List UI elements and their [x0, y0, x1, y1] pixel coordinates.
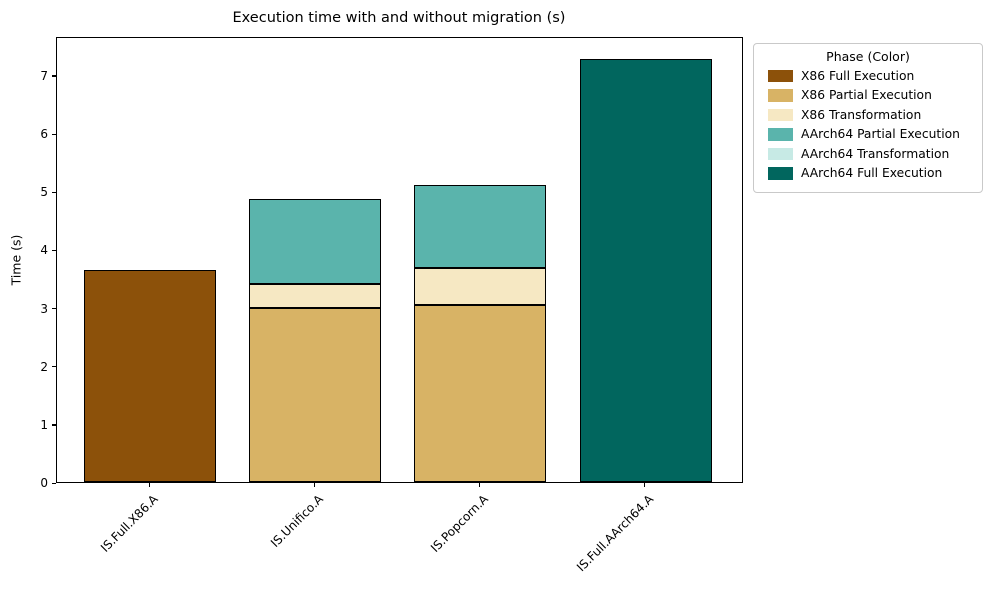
- x-tick-mark: [148, 483, 150, 487]
- legend-item: AArch64 Full Execution: [760, 164, 976, 184]
- legend-color-swatch: [768, 69, 793, 82]
- legend-item: X86 Partial Execution: [760, 86, 976, 106]
- legend-item: AArch64 Transformation: [760, 144, 976, 164]
- legend-items: X86 Full Execution X86 Partial Execution X…: [760, 66, 976, 183]
- legend-item-label: X86 Transformation: [801, 107, 922, 122]
- bar-segment: [414, 304, 547, 482]
- legend-item-label: AArch64 Partial Execution: [801, 127, 960, 142]
- legend: Phase (Color) X86 Full Execution X86 Part…: [753, 43, 983, 193]
- bar-segment: [249, 308, 382, 482]
- y-tick-label: 5: [40, 185, 48, 200]
- y-tick-mark: [52, 366, 56, 368]
- y-tick-mark: [52, 75, 56, 77]
- legend-color-swatch: [768, 89, 793, 102]
- bar-segment: [249, 198, 382, 285]
- legend-color-swatch: [768, 167, 793, 180]
- legend-color-swatch: [768, 108, 793, 121]
- legend-item-label: AArch64 Transformation: [801, 146, 950, 161]
- legend-item-label: X86 Partial Execution: [801, 88, 932, 103]
- legend-item-label: X86 Full Execution: [801, 68, 915, 83]
- plot-area: [56, 37, 743, 483]
- legend-item: X86 Transformation: [760, 105, 976, 125]
- bar-segment: [579, 58, 712, 482]
- y-tick-label: 0: [40, 476, 48, 490]
- y-tick-mark: [52, 249, 56, 252]
- legend-title: Phase (Color): [826, 49, 910, 64]
- chart-title: Execution time with and without migratio…: [232, 10, 566, 26]
- bar-segment: [84, 269, 217, 482]
- y-axis-label: Time (s): [8, 234, 24, 286]
- bar-segment: [414, 185, 547, 269]
- legend-color-swatch: [768, 147, 793, 160]
- bar-segment: [414, 268, 547, 305]
- x-tick-label: IS.Unifico.A: [268, 492, 327, 550]
- x-tick-label: IS.Full.AArch64.A: [574, 492, 657, 575]
- bar-segment: [249, 284, 382, 309]
- x-tick-label: IS.Full.X86.A: [98, 492, 162, 555]
- y-tick-mark: [52, 191, 56, 193]
- legend-item-label: AArch64 Full Execution: [801, 166, 943, 181]
- y-tick-mark: [52, 482, 56, 484]
- y-tick-label: 1: [40, 417, 48, 432]
- y-tick-label: 3: [40, 301, 48, 316]
- legend-item: X86 Full Execution: [760, 66, 976, 86]
- y-tick-label: 7: [40, 68, 48, 83]
- x-tick-label: IS.Popcorn.A: [428, 492, 492, 555]
- legend-color-swatch: [768, 128, 793, 141]
- x-tick-mark: [313, 483, 316, 487]
- x-tick-mark: [478, 483, 481, 487]
- y-tick-mark: [52, 308, 56, 310]
- y-tick-mark: [52, 133, 56, 135]
- y-tick-label: 2: [40, 359, 48, 374]
- x-tick-mark: [644, 483, 646, 487]
- legend-item: AArch64 Partial Execution: [760, 125, 976, 145]
- y-tick-label: 6: [40, 127, 48, 142]
- y-tick-label: 4: [40, 243, 48, 258]
- y-tick-mark: [52, 424, 56, 426]
